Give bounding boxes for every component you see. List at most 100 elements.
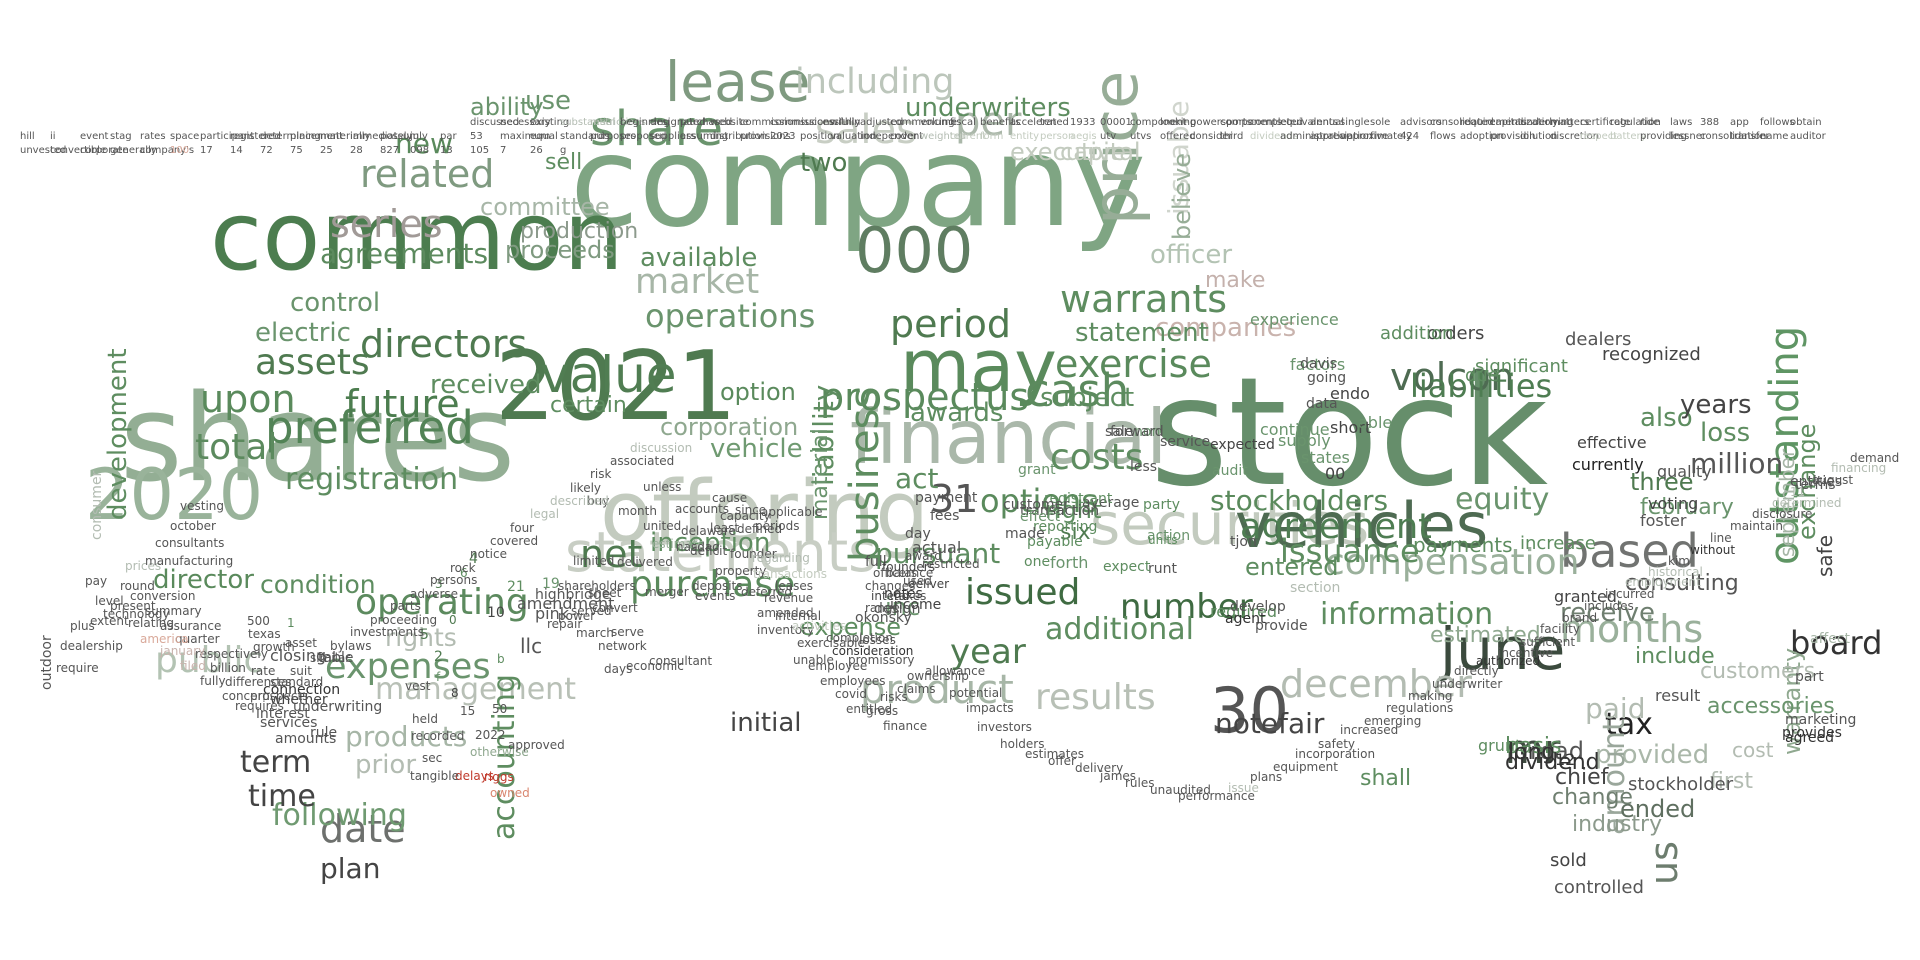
cloud-word: third: [1220, 131, 1244, 142]
cloud-word: inventory: [757, 623, 815, 637]
cloud-word: similar: [310, 651, 351, 665]
cloud-word: offer: [1048, 754, 1076, 768]
cloud-word: additional: [1045, 612, 1194, 647]
cloud-word: safety: [1318, 737, 1356, 751]
cloud-word: provided: [1595, 740, 1710, 770]
cloud-word: business: [842, 387, 888, 562]
cloud-word: marketing: [1785, 712, 1857, 728]
cloud-word: independent: [860, 131, 924, 142]
cloud-word: equal: [530, 131, 558, 142]
cloud-word: adjusted: [860, 117, 904, 128]
cloud-word: agreements: [320, 237, 489, 270]
cloud-word: vehicles: [1235, 489, 1489, 562]
cloud-word: lessner: [1670, 131, 1706, 142]
cloud-word: weighted: [920, 131, 967, 142]
cloud-word: 2021: [495, 332, 737, 442]
cloud-word: maintain: [1730, 519, 1783, 533]
cloud-word: pay: [85, 574, 108, 588]
cloud-word: less: [1130, 459, 1158, 475]
cloud-word: products: [345, 720, 468, 753]
cloud-word: registrant: [1044, 491, 1113, 507]
cloud-word: consultants: [155, 536, 225, 550]
cloud-word: shall: [1360, 766, 1412, 791]
cloud-word: estimate: [652, 537, 705, 551]
cloud-word: affect: [1810, 631, 1851, 647]
cloud-word: covered: [490, 534, 539, 548]
cloud-word: registration: [285, 462, 459, 497]
cloud-word: consulting: [1625, 571, 1739, 596]
cloud-word: march: [576, 626, 614, 640]
cloud-word: 424: [1400, 131, 1420, 142]
cloud-word: agent: [1225, 611, 1266, 627]
cloud-word: october: [170, 519, 216, 533]
cloud-word: foster: [1640, 511, 1687, 530]
cloud-word: 00: [1325, 464, 1346, 483]
cloud-word: possum: [380, 131, 419, 142]
cloud-word: 5: [420, 627, 429, 643]
cloud-word: initial: [730, 708, 802, 738]
cloud-word: inception: [650, 528, 771, 558]
cloud-word: 30: [1210, 674, 1289, 747]
cloud-word: expect: [1103, 559, 1151, 575]
cloud-word: brand: [1562, 611, 1598, 625]
cloud-word: conversion: [130, 589, 196, 603]
cloud-word: quarter: [175, 632, 220, 646]
cloud-word: sales: [815, 107, 917, 153]
cloud-word: summary: [145, 604, 202, 618]
cloud-word: ownership: [907, 669, 969, 683]
cloud-word: b: [497, 652, 505, 666]
cloud-word: us: [1642, 841, 1686, 885]
cloud-word: agreement: [1240, 507, 1432, 547]
cloud-word: addition: [1380, 323, 1454, 344]
cloud-word: controlled: [1554, 877, 1644, 898]
cloud-word: parts: [390, 599, 421, 613]
cloud-word: estimated: [1430, 623, 1541, 648]
cloud-word: united: [643, 519, 682, 533]
cloud-word: significant: [1475, 356, 1568, 377]
cloud-word: f: [436, 670, 441, 684]
cloud-word: purposes: [590, 131, 636, 142]
cloud-word: gross: [866, 704, 899, 718]
cloud-word: 2020: [85, 454, 264, 536]
cloud-word: cost: [1732, 738, 1774, 762]
cloud-word: 50: [492, 702, 508, 716]
cloud-word: founders: [882, 560, 935, 574]
cloud-word: accounts: [675, 502, 730, 516]
cloud-word: full: [865, 554, 887, 570]
cloud-word: due: [1465, 365, 1499, 386]
cloud-word: sec: [422, 751, 443, 765]
cloud-word: proceeding: [370, 613, 438, 627]
cloud-word: rates: [140, 131, 166, 142]
cloud-word: successfully: [800, 117, 861, 128]
cloud-word: reporting: [1033, 519, 1098, 535]
cloud-word: otherwise: [470, 745, 529, 759]
cloud-word: change: [1552, 785, 1633, 810]
cloud-word: believe: [1168, 152, 1196, 240]
cloud-word: 2: [434, 649, 443, 665]
cloud-word: 4: [469, 551, 478, 567]
cloud-word: require: [56, 661, 99, 675]
cloud-word: made: [1005, 526, 1045, 542]
cloud-word: may: [900, 324, 1057, 408]
cloud-word: requirements: [1460, 117, 1527, 128]
cloud-word: includes: [1584, 599, 1634, 613]
cloud-word: employees: [820, 674, 886, 688]
cloud-word: underwriting: [293, 699, 383, 715]
cloud-word: ride: [1640, 117, 1660, 128]
cloud-word: continue: [1260, 420, 1330, 439]
cloud-word: directors: [360, 322, 528, 366]
cloud-word: associated: [610, 454, 675, 468]
cloud-word: common: [210, 182, 624, 292]
cloud-word: present: [110, 599, 156, 613]
cloud-word: applicable: [761, 505, 823, 519]
cloud-word: asset: [285, 636, 317, 650]
cloud-word: incentive: [1498, 646, 1554, 660]
cloud-word: consideration: [832, 644, 914, 658]
cloud-word: adoption: [1460, 131, 1505, 142]
cloud-word: level: [95, 594, 124, 608]
cloud-word: customer: [1003, 497, 1069, 513]
cloud-word: results: [1035, 677, 1156, 718]
cloud-word: received: [430, 370, 542, 400]
cloud-word: balance: [886, 566, 934, 580]
cloud-word: components: [1220, 117, 1282, 128]
